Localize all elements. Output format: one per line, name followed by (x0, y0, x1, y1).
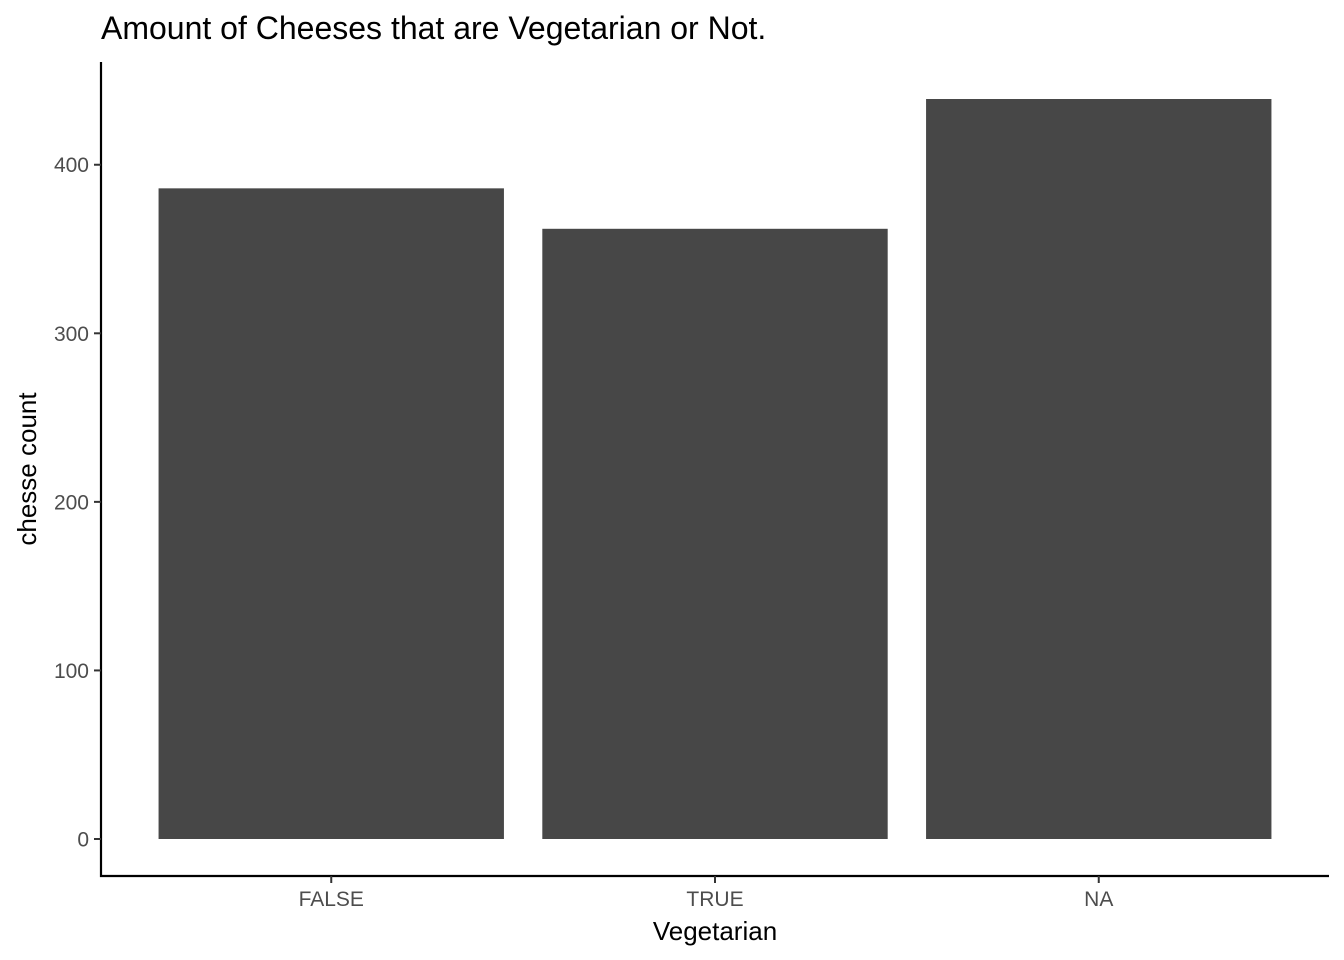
x-axis-title: Vegetarian (653, 916, 777, 946)
y-tick-label: 300 (54, 323, 89, 346)
y-tick-label: 0 (77, 829, 89, 852)
x-axis-ticks: FALSE TRUE NA (299, 876, 1113, 911)
x-tick-label: NA (1084, 888, 1113, 911)
bar-na (926, 99, 1272, 839)
bar-true (542, 228, 888, 839)
bars-group (158, 99, 1272, 839)
x-tick-label: FALSE (299, 888, 364, 911)
x-tick-label: TRUE (686, 888, 743, 911)
chart-title: Amount of Cheeses that are Vegetarian or… (101, 10, 766, 46)
y-tick-label: 200 (54, 491, 89, 514)
y-axis-title: chesse count (12, 392, 42, 546)
y-axis-ticks: 0 100 200 300 400 (54, 154, 101, 852)
y-tick-label: 100 (54, 660, 89, 683)
y-tick-label: 400 (54, 154, 89, 177)
bar-false (158, 188, 504, 839)
